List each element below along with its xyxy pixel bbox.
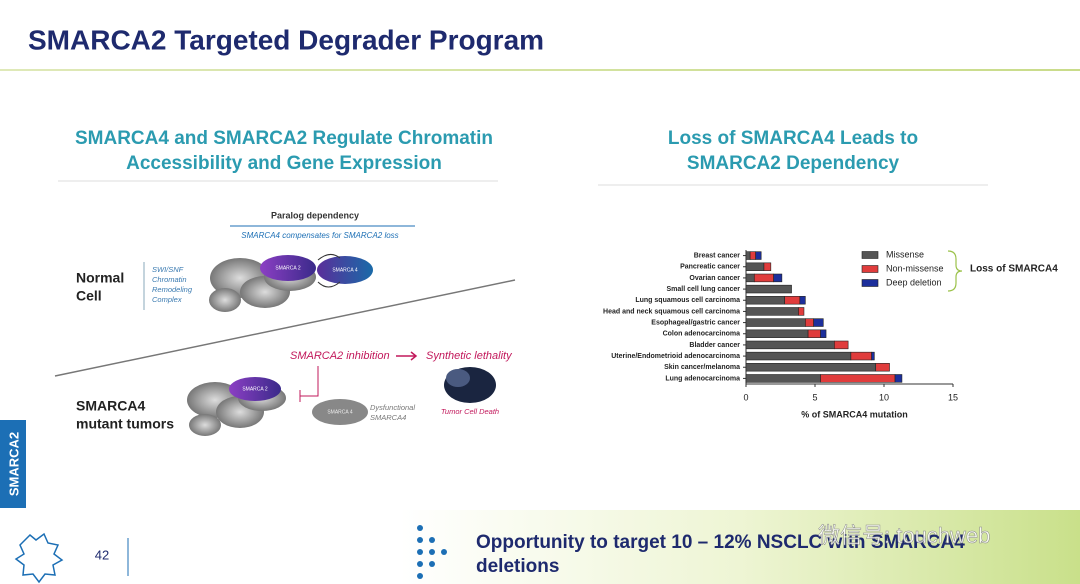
divider (54, 279, 516, 377)
arrow (396, 351, 418, 361)
bar-segment (745, 329, 809, 338)
bar-segment (871, 351, 875, 361)
y-tick-label: Colon adenocarcinoma (663, 331, 741, 338)
paralog-title: Paralog dependency (271, 210, 359, 220)
bar-segment (850, 351, 872, 361)
bar-segment (894, 374, 903, 383)
bar-segment (745, 374, 821, 383)
y-tick-label: Uterine/Endometrioid adenocarcinoma (611, 353, 740, 360)
title: SMARCA2 Targeted Degrader Program (28, 24, 544, 55)
blob-label: SMARCA 2 (242, 386, 268, 392)
bar-segment (763, 262, 772, 271)
bar-segment (749, 251, 756, 260)
x-tick-label: 10 (879, 392, 889, 402)
bar-segment (745, 251, 751, 260)
lethality: Synthetic lethality (426, 350, 513, 362)
bar-segment (745, 284, 792, 294)
logo (14, 532, 64, 584)
side-tab (0, 420, 26, 508)
blob-label: SMARCA 4 (327, 409, 353, 415)
bar-segment (745, 318, 806, 327)
bar-segment (745, 273, 755, 283)
mutant-label: SMARCA4 (76, 398, 145, 414)
normal-cell: Cell (76, 288, 102, 304)
paralog-subtitle: SMARCA4 compensates for SMARCA2 loss (241, 231, 398, 240)
banner (400, 510, 1080, 584)
x-axis-label: % of SMARCA4 mutation (801, 409, 908, 419)
bar-segment (834, 340, 849, 350)
side-tab-label: SMARCA2 (6, 432, 21, 496)
bar-segment (745, 363, 877, 372)
y-tick-label: Small cell lung cancer (666, 286, 740, 293)
y-tick-label: Bladder cancer (689, 342, 740, 349)
bar-segment (753, 273, 774, 283)
watermark: 微信号: touchweb (818, 523, 990, 548)
title-rule (0, 69, 1080, 71)
chart-title: Loss of SMARCA4 Leads to (668, 128, 918, 149)
legend-bracket-label: Loss of SMARCA4 (970, 264, 1058, 275)
chart-title: SMARCA2 Dependency (687, 153, 900, 174)
bar-segment (820, 374, 896, 383)
y-tick-label: Head and neck squamous cell carcinoma (603, 308, 740, 315)
inhibition: SMARCA2 inhibition (290, 350, 390, 362)
dysfunctional: Dysfunctional (370, 403, 415, 412)
bar-segment (784, 296, 801, 305)
banner-text: deletions (476, 556, 559, 577)
complex-label: Complex (152, 295, 182, 304)
left-heading: SMARCA4 and SMARCA2 Regulate Chromatin (75, 128, 493, 149)
bar-segment (820, 329, 827, 338)
complex-label: SWI/SNF (152, 265, 184, 274)
bar-segment (805, 318, 814, 327)
chart: Loss of SMARCA4 Leads to SMARCA2 Dependen… (603, 128, 1058, 419)
page-number: 42 (95, 547, 109, 562)
blob-label: SMARCA 2 (275, 265, 301, 271)
y-tick-label: Breast cancer (694, 252, 741, 259)
legend-label: Missense (886, 249, 924, 259)
bar-segment (745, 296, 785, 305)
y-tick-label: Lung squamous cell carcinoma (635, 297, 740, 304)
banner-icon (417, 525, 447, 579)
dysfunctional: SMARCA4 (370, 413, 406, 422)
death: Tumor Cell Death (441, 407, 499, 416)
y-tick-label: Lung adenocarcinoma (665, 375, 740, 382)
legend-swatch (861, 265, 879, 273)
bar-segment (745, 340, 835, 350)
x-tick-label: 5 (812, 392, 817, 402)
legend-label: Deep deletion (886, 277, 942, 287)
bar-segment (745, 307, 799, 316)
legend-swatch (861, 279, 879, 287)
bar-segment (745, 351, 852, 361)
y-tick-label: Esophageal/gastric cancer (651, 319, 740, 326)
complex-illustration (209, 254, 373, 312)
inhibitor (299, 366, 319, 402)
banner-text: Opportunity to target 10 – 12% NSCLC wit… (476, 532, 965, 553)
bar-segment (807, 329, 821, 338)
bar-segment (798, 307, 805, 316)
bar-segment (755, 251, 762, 260)
mutant-label: mutant tumors (76, 416, 174, 432)
x-tick-label: 15 (948, 392, 958, 402)
y-tick-label: Skin cancer/melanoma (664, 364, 740, 371)
normal-cell: Normal (76, 270, 124, 286)
blob-label: SMARCA 4 (332, 267, 358, 273)
left-heading: Accessibility and Gene Expression (126, 153, 442, 174)
y-tick-label: Ovarian cancer (689, 275, 740, 282)
complex-label: Chromatin (152, 275, 187, 284)
bar-segment (773, 273, 783, 283)
bar-segment (745, 262, 765, 271)
bar-segment (875, 363, 890, 372)
mutant-illustration (187, 367, 496, 436)
bar-segment (799, 296, 806, 305)
legend-swatch (861, 251, 879, 259)
x-tick-label: 0 (743, 392, 748, 402)
legend-bracket (947, 250, 963, 292)
complex-label: Remodeling (152, 285, 193, 294)
bar-segment (813, 318, 824, 327)
y-tick-label: Pancreatic cancer (680, 264, 740, 271)
legend-label: Non-missense (886, 263, 944, 273)
